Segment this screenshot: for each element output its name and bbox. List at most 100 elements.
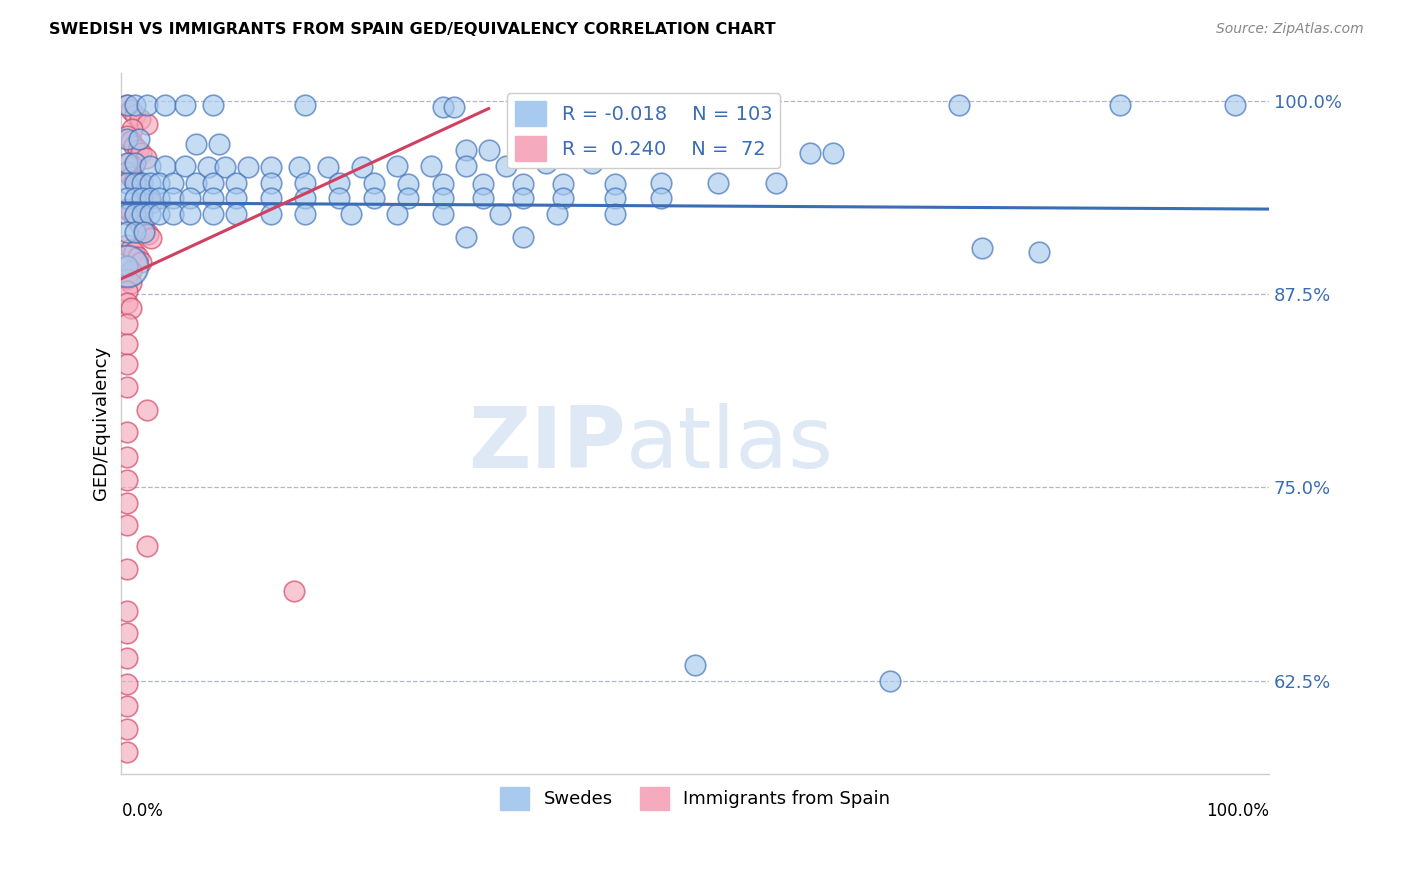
Point: [478, 144, 501, 158]
Point: [131, 176, 153, 190]
Point: [120, 205, 142, 219]
Point: [385, 159, 408, 173]
Point: [136, 191, 159, 205]
Point: [707, 176, 730, 190]
Point: [547, 207, 569, 221]
Point: [134, 222, 156, 236]
Point: [115, 155, 138, 169]
Point: [115, 677, 138, 691]
Point: [115, 722, 138, 736]
Point: [363, 176, 385, 190]
Point: [148, 191, 170, 205]
Point: [127, 250, 149, 264]
Point: [650, 176, 672, 190]
Point: [115, 625, 138, 640]
Point: [454, 159, 477, 173]
Point: [115, 237, 138, 252]
Text: 100.0%: 100.0%: [1206, 802, 1270, 820]
Point: [115, 191, 138, 205]
Point: [236, 161, 259, 175]
Point: [120, 134, 142, 148]
Point: [118, 155, 141, 169]
Point: [294, 207, 316, 221]
Point: [122, 161, 145, 175]
Point: [115, 517, 138, 532]
Point: [153, 159, 176, 173]
Point: [122, 174, 145, 188]
Point: [115, 284, 138, 298]
Point: [202, 98, 225, 112]
Point: [120, 277, 142, 291]
Point: [122, 138, 145, 153]
Point: [1028, 245, 1050, 260]
Point: [512, 178, 534, 192]
Point: [129, 254, 152, 268]
Point: [603, 191, 626, 205]
Point: [139, 159, 162, 173]
Point: [948, 98, 970, 112]
Point: [512, 191, 534, 205]
Point: [115, 176, 138, 190]
Point: [821, 146, 844, 161]
Point: [672, 98, 695, 112]
Point: [420, 159, 443, 173]
Point: [765, 176, 787, 190]
Text: atlas: atlas: [626, 403, 834, 486]
Point: [454, 144, 477, 158]
Point: [162, 207, 184, 221]
Point: [115, 207, 138, 221]
Point: [135, 403, 157, 417]
Point: [131, 191, 153, 205]
Point: [879, 673, 901, 688]
Text: Source: ZipAtlas.com: Source: ZipAtlas.com: [1216, 22, 1364, 37]
Point: [179, 191, 201, 205]
Point: [139, 176, 162, 190]
Point: [202, 176, 225, 190]
Text: 0.0%: 0.0%: [121, 802, 163, 820]
Point: [124, 191, 146, 205]
Point: [135, 539, 157, 553]
Point: [683, 658, 706, 673]
Point: [202, 207, 225, 221]
Point: [115, 336, 138, 351]
Point: [115, 357, 138, 371]
Point: [153, 98, 176, 112]
Point: [443, 100, 465, 114]
Point: [259, 191, 281, 205]
Point: [162, 191, 184, 205]
Point: [214, 161, 236, 175]
Point: [184, 137, 207, 152]
Point: [129, 146, 152, 161]
Point: [135, 117, 157, 131]
Point: [131, 207, 153, 221]
Point: [141, 195, 163, 210]
Point: [127, 178, 149, 192]
Point: [148, 207, 170, 221]
Point: [340, 207, 363, 221]
Point: [115, 271, 138, 285]
Point: [124, 207, 146, 221]
Legend: Swedes, Immigrants from Spain: Swedes, Immigrants from Spain: [494, 780, 897, 817]
Point: [148, 176, 170, 190]
Point: [122, 245, 145, 260]
Point: [128, 112, 150, 127]
Point: [534, 155, 557, 169]
Point: [127, 144, 149, 158]
Point: [1108, 98, 1130, 112]
Point: [115, 317, 138, 331]
Point: [124, 155, 146, 169]
Point: [173, 159, 195, 173]
Point: [127, 214, 149, 228]
Point: [136, 227, 159, 241]
Point: [115, 165, 138, 179]
Point: [283, 584, 305, 599]
Point: [124, 98, 146, 112]
Point: [197, 161, 219, 175]
Point: [225, 207, 247, 221]
Point: [124, 225, 146, 239]
Point: [396, 191, 419, 205]
Point: [115, 260, 138, 274]
Point: [432, 207, 454, 221]
Point: [970, 241, 993, 255]
Point: [115, 98, 138, 112]
